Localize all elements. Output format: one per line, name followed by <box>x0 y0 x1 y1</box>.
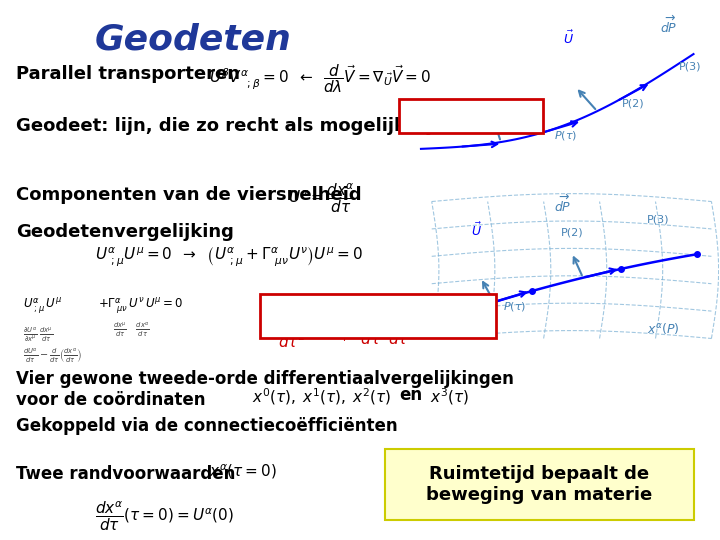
Text: $U^{\alpha} = \dfrac{dx^{\alpha}}{d\tau}$: $U^{\alpha} = \dfrac{dx^{\alpha}}{d\tau}… <box>288 182 356 215</box>
Text: $\dfrac{dx^{\alpha}}{d\tau}(\tau = 0) = U^{\alpha}(0)$: $\dfrac{dx^{\alpha}}{d\tau}(\tau = 0) = … <box>94 499 234 532</box>
FancyBboxPatch shape <box>400 99 543 133</box>
Text: Gekoppeld via de connectiecoëfficiënten: Gekoppeld via de connectiecoëfficiënten <box>16 417 397 435</box>
Text: $\overrightarrow{dP}$: $\overrightarrow{dP}$ <box>554 194 571 215</box>
Text: $U^{\alpha}_{\;\,;\mu} U^{\mu} = 0 \;\; \rightarrow \;\; \left(U^{\alpha}_{\;\,;: $U^{\alpha}_{\;\,;\mu} U^{\mu} = 0 \;\; … <box>94 245 362 268</box>
Text: Ruimtetijd bepaalt de
beweging van materie: Ruimtetijd bepaalt de beweging van mater… <box>426 465 652 504</box>
Text: Twee randvoorwaarden: Twee randvoorwaarden <box>16 465 235 483</box>
FancyBboxPatch shape <box>385 449 693 520</box>
Text: $U^{\beta} V^{\alpha}_{\;\;\,;\beta} = 0 \;\; \leftarrow \;\; \dfrac{d}{d\lambda: $U^{\beta} V^{\alpha}_{\;\;\,;\beta} = 0… <box>210 62 432 94</box>
Text: $x^{\alpha}(P)$: $x^{\alpha}(P)$ <box>647 321 680 336</box>
Text: $\frac{dU^{\alpha}}{d\tau} - \frac{d}{d\tau}\left(\frac{dx^{\alpha}}{d\tau}\righ: $\frac{dU^{\alpha}}{d\tau} - \frac{d}{d\… <box>23 346 82 365</box>
Text: $x^3(\tau)$: $x^3(\tau)$ <box>431 386 469 407</box>
Text: P(3): P(3) <box>647 214 670 225</box>
Text: $x^{\alpha}(\tau = 0)$: $x^{\alpha}(\tau = 0)$ <box>210 462 277 481</box>
Text: $\frac{\partial U^{\alpha}}{\partial x^{\mu}}\;\frac{dx^{\mu}}{d\tau}$: $\frac{\partial U^{\alpha}}{\partial x^{… <box>23 325 53 344</box>
Text: $U^{\alpha}_{\;;\mu}\, U^{\mu}$: $U^{\alpha}_{\;;\mu}\, U^{\mu}$ <box>23 296 62 316</box>
Text: Geodeten: Geodeten <box>94 23 292 57</box>
Text: $\overrightarrow{dP}$: $\overrightarrow{dP}$ <box>660 15 677 36</box>
Text: Componenten van de viersnelheid: Componenten van de viersnelheid <box>16 186 361 204</box>
Text: Geodetenvergelijking: Geodetenvergelijking <box>16 222 233 241</box>
Text: Geodeet: lijn, die zo recht als mogelijk is: Geodeet: lijn, die zo recht als mogelijk… <box>16 117 428 135</box>
Text: en: en <box>400 386 423 404</box>
Text: P(2): P(2) <box>561 228 583 238</box>
FancyBboxPatch shape <box>260 294 496 339</box>
Text: $\frac{dx^{\mu}}{d\tau}\quad\frac{dx^{\alpha}}{d\tau}$: $\frac{dx^{\mu}}{d\tau}\quad\frac{dx^{\a… <box>112 320 149 339</box>
Text: P(3): P(3) <box>679 62 702 72</box>
Text: $x^0(\tau),\; x^1(\tau),\; x^2(\tau)$: $x^0(\tau),\; x^1(\tau),\; x^2(\tau)$ <box>253 386 392 407</box>
Text: Vier gewone tweede-orde differentiaalvergelijkingen
voor de coördinaten: Vier gewone tweede-orde differentiaalver… <box>16 370 513 409</box>
Text: $\vec{U}$: $\vec{U}$ <box>471 221 482 239</box>
Text: $\nabla_{\vec{U}}\vec{U} = 0$: $\nabla_{\vec{U}}\vec{U} = 0$ <box>414 114 473 138</box>
Text: $\vec{U}$: $\vec{U}$ <box>562 29 573 46</box>
Text: $\dfrac{d^2 x^{\alpha}}{d\tau^2} + \Gamma^{\alpha}_{\;\,\mu\nu} \dfrac{dx^{\mu}}: $\dfrac{d^2 x^{\alpha}}{d\tau^2} + \Gamm… <box>274 312 442 350</box>
Text: Parallel transporteren: Parallel transporteren <box>16 65 240 83</box>
Text: $P(\tau)$: $P(\tau)$ <box>554 129 577 142</box>
Text: $+\Gamma^{\alpha}_{\;\mu\nu}\, U^{\nu}\, U^{\mu} = 0$: $+\Gamma^{\alpha}_{\;\mu\nu}\, U^{\nu}\,… <box>98 296 184 316</box>
Text: P(2): P(2) <box>622 99 644 109</box>
Text: $P(\tau)$: $P(\tau)$ <box>503 300 526 313</box>
